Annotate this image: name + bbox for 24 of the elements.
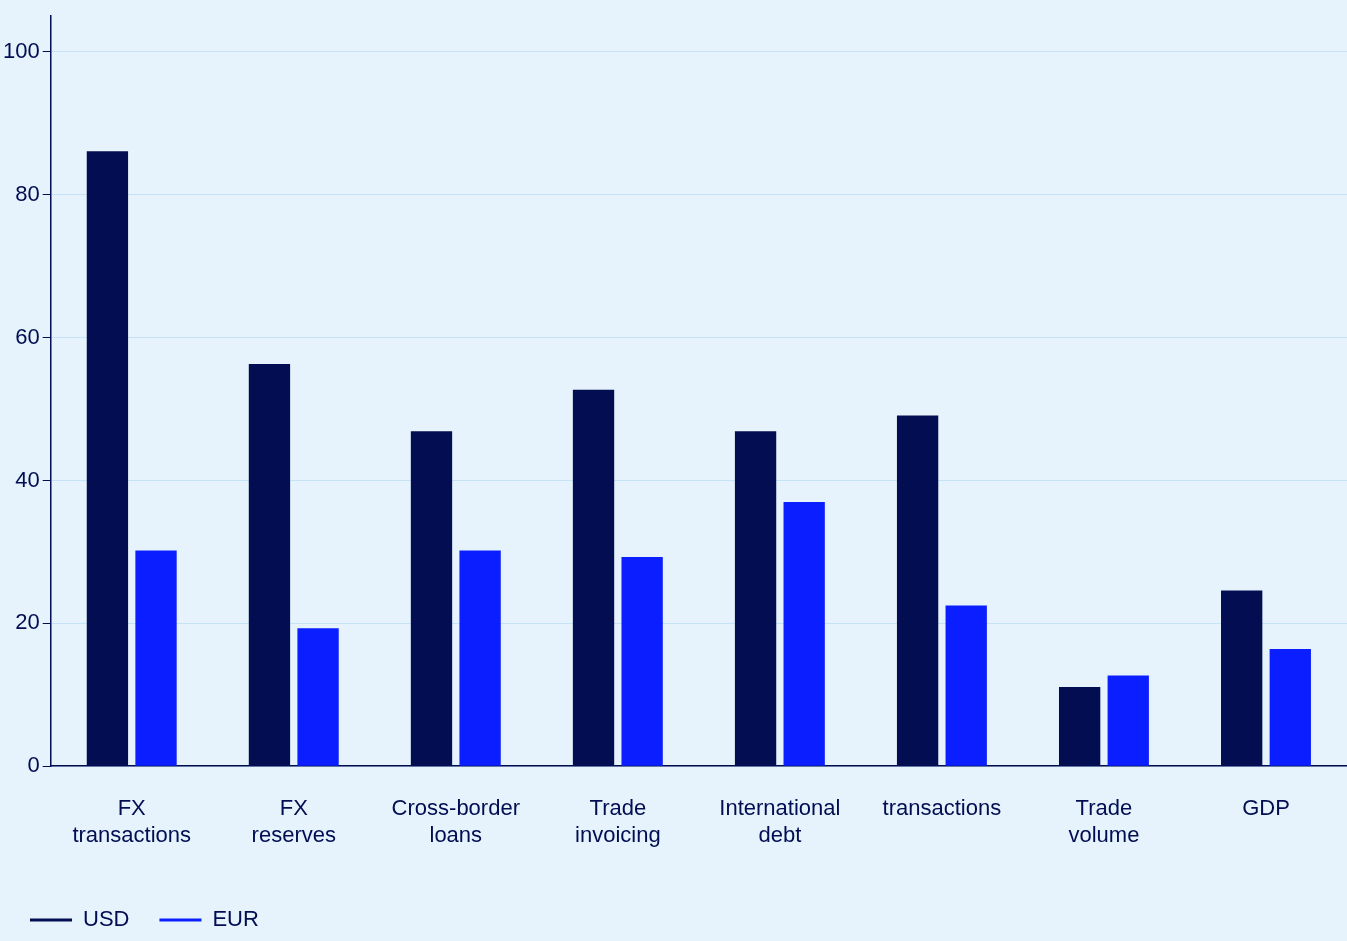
bar — [1107, 675, 1149, 766]
bar — [621, 556, 663, 766]
bar — [135, 550, 177, 766]
y-tick-label: 20 — [15, 609, 40, 635]
x-tick-label: Cross-border loans — [391, 795, 520, 847]
y-tick-label: 80 — [15, 180, 40, 206]
y-tick-label: 0 — [27, 752, 40, 778]
x-tick-label: FX transactions — [72, 795, 192, 847]
legend-label: EUR — [212, 906, 259, 932]
y-tick-label: 100 — [2, 37, 40, 63]
y-tick-label: 40 — [15, 466, 40, 492]
x-tick-label: International debt — [719, 795, 841, 847]
x-tick-label: GDP — [1242, 795, 1290, 821]
bar — [297, 628, 339, 766]
y-tick-label: 60 — [15, 323, 40, 349]
legend-label: USD — [83, 906, 130, 932]
x-tick-label: transactions — [882, 795, 1002, 821]
bar — [783, 501, 825, 766]
bar — [459, 550, 501, 766]
bar — [1269, 649, 1311, 766]
x-tick-label: FX reserves — [251, 795, 336, 847]
x-tick-label: Trade invoicing — [575, 795, 661, 847]
x-tick-label: Trade volume — [1068, 795, 1140, 847]
bar — [945, 605, 987, 766]
